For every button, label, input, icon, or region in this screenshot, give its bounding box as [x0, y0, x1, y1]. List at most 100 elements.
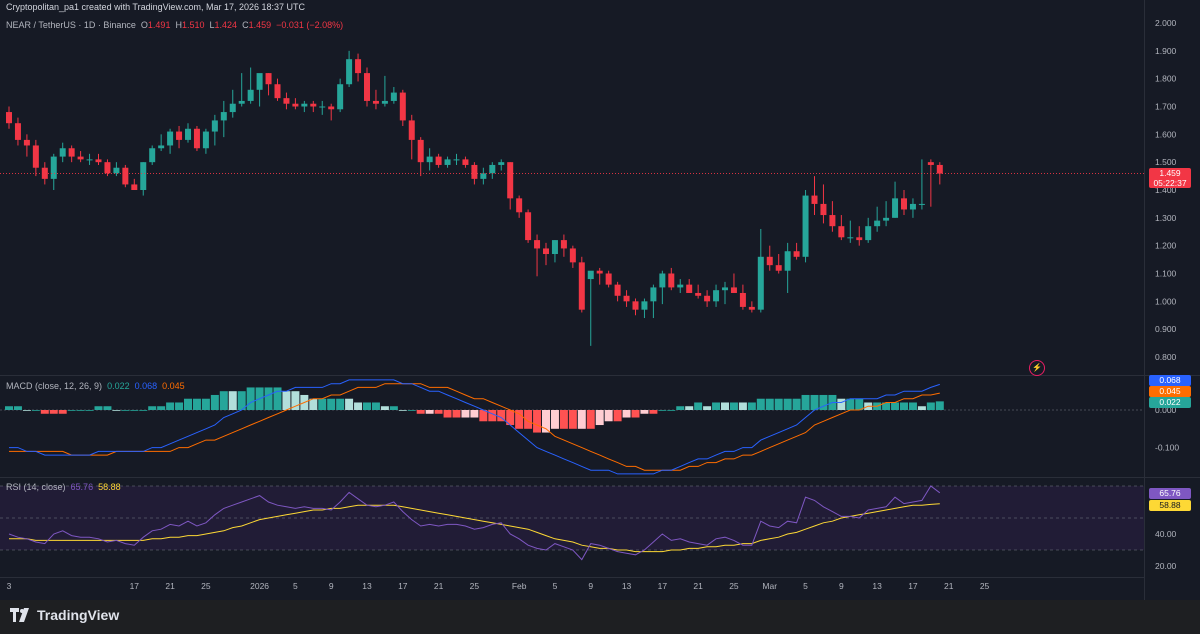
candle-body — [695, 292, 702, 296]
time-tick-label: 21 — [434, 581, 444, 591]
candle-body — [936, 164, 943, 174]
candle-body — [95, 159, 102, 163]
macd-histogram-bar — [398, 410, 407, 411]
macd-histogram-bar — [31, 410, 40, 411]
macd-signal-badge: 0.045 — [1149, 386, 1191, 397]
time-tick-label: 9 — [329, 581, 334, 591]
lightning-bolt-icon[interactable]: ⚡ — [1029, 360, 1045, 376]
candle-body — [435, 156, 442, 165]
candle-body — [811, 195, 818, 204]
candle-body — [453, 159, 460, 161]
macd-tick-label: 0.000 — [1155, 405, 1177, 415]
macd-histogram-bar — [237, 391, 246, 410]
macd-histogram-bar — [210, 394, 219, 410]
candle-body — [292, 103, 299, 107]
chart-area[interactable]: 2.000 1.900 1.800 1.700 1.600 1.500 1.400 1.300… — [0, 0, 1200, 600]
macd-legend[interactable]: MACD (close, 12, 26, 9) 0.022 0.068 0.04… — [6, 381, 185, 391]
macd-histogram-bar — [550, 410, 559, 429]
ohlc-high-label: H — [175, 20, 182, 30]
macd-histogram-bar — [542, 410, 550, 433]
last-price-badge: 1.459 05:22:37 — [1149, 168, 1191, 188]
macd-histogram-bar — [121, 410, 130, 411]
price-tick-label: 1.000 — [1155, 296, 1177, 306]
rsi-ma-value: 58.88 — [98, 482, 121, 492]
time-tick-label: 5 — [553, 581, 558, 591]
candle-body — [820, 203, 827, 216]
candle-body — [587, 270, 594, 280]
macd-histogram-bar — [380, 406, 389, 410]
candle-body — [757, 256, 764, 310]
candle-body — [185, 128, 191, 140]
macd-line — [9, 379, 940, 475]
macd-histogram-bar — [738, 402, 747, 410]
macd-histogram-bar — [774, 398, 783, 410]
price-tick-label: 0.800 — [1155, 352, 1177, 362]
macd-histogram-bar — [470, 410, 479, 418]
candle-body — [784, 251, 791, 271]
ohlc-change: −0.031 (−2.08%) — [276, 20, 344, 30]
candle-body — [86, 159, 93, 161]
candle-body — [104, 162, 111, 174]
candle-body — [730, 287, 737, 293]
rsi-label: RSI (14, close) — [6, 482, 66, 492]
candle-body — [874, 220, 881, 227]
time-tick-label: 17 — [398, 581, 408, 591]
macd-histogram-bar — [246, 387, 255, 410]
macd-histogram-bar — [926, 402, 935, 410]
header-credit: Cryptopolitan_pa1 created with TradingVi… — [6, 2, 305, 12]
rsi-ma-badge: 58.88 — [1149, 500, 1191, 511]
time-tick-label: 17 — [130, 581, 140, 591]
price-tick-label: 1.500 — [1155, 157, 1177, 167]
macd-histogram-bar — [228, 391, 237, 410]
candle-body — [238, 100, 245, 104]
candle-body — [158, 145, 165, 149]
candle-body — [480, 173, 487, 179]
candle-body — [632, 301, 639, 310]
time-tick-label: 13 — [362, 581, 372, 591]
candle-body — [865, 226, 872, 241]
macd-signal-line — [9, 383, 940, 471]
candle-body — [775, 265, 782, 271]
chart-svg[interactable]: 2.000 1.900 1.800 1.700 1.600 1.500 1.400 1.300… — [0, 0, 1200, 600]
macd-histogram-bar — [5, 406, 13, 410]
macd-histogram-bar — [703, 406, 712, 410]
macd-histogram-bar — [658, 410, 667, 411]
candle-body — [283, 98, 290, 104]
macd-histogram-bar — [917, 406, 926, 410]
price-tick-label: 0.900 — [1155, 324, 1177, 334]
macd-histogram-bar — [425, 410, 434, 414]
candle-body — [247, 89, 254, 101]
candle-body — [140, 162, 147, 190]
symbol-title: NEAR / TetherUS · 1D · Binance — [6, 20, 136, 30]
candle-body — [471, 164, 478, 179]
candle-body — [856, 237, 863, 241]
candle-body — [614, 284, 621, 296]
candle-body — [507, 162, 514, 199]
candle-body — [328, 106, 335, 110]
macd-histogram-bar — [148, 406, 157, 410]
candle-body — [167, 131, 174, 146]
price-tick-label: 1.100 — [1155, 269, 1177, 279]
price-tick-label: 1.700 — [1155, 102, 1177, 112]
macd-histogram-bar — [667, 410, 676, 411]
macd-histogram-bar — [49, 410, 58, 414]
candle-body — [426, 156, 433, 163]
candle-body — [543, 248, 549, 255]
candle-body — [390, 92, 397, 101]
time-tick-label: 25 — [729, 581, 739, 591]
rsi-legend[interactable]: RSI (14, close) 65.76 58.88 — [6, 482, 121, 492]
macd-histogram-bar — [801, 394, 810, 410]
macd-histogram-bar — [810, 394, 819, 410]
macd-histogram-bar — [85, 410, 94, 411]
last-price: 1.459 — [1159, 168, 1181, 178]
macd-histogram-bar — [318, 398, 327, 410]
brand-name: TradingView — [37, 607, 120, 623]
tradingview-logo[interactable]: TradingView — [10, 607, 119, 623]
macd-histogram-bar — [765, 398, 774, 410]
macd-histogram-bar — [479, 410, 488, 422]
candle-body — [355, 59, 362, 74]
macd-histogram-bar — [363, 402, 371, 410]
candle-body — [444, 159, 451, 165]
macd-histogram-bar — [273, 387, 282, 410]
time-tick-label: 9 — [839, 581, 844, 591]
